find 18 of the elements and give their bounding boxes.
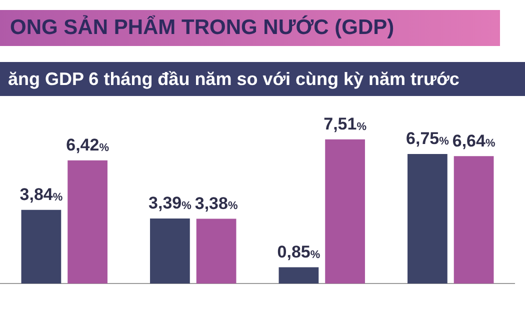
chart-subtitle: ăng GDP 6 tháng đầu năm so với cùng kỳ năm trước	[0, 62, 525, 96]
data-label: 3,39%	[148, 194, 192, 213]
bar	[325, 139, 365, 284]
data-label: 6,64%	[452, 131, 496, 150]
data-label: 3,84%	[20, 185, 63, 204]
data-label: 7,51%	[324, 114, 367, 134]
bar	[278, 267, 319, 284]
bar	[150, 218, 190, 284]
data-label: 6,42%	[66, 136, 110, 155]
bar	[454, 156, 494, 284]
data-label: 0,85%	[277, 242, 320, 262]
data-label: 3,38%	[194, 194, 238, 213]
bar	[408, 154, 448, 284]
data-label: 6,75%	[406, 129, 450, 148]
bar	[21, 210, 62, 284]
bar	[196, 218, 236, 284]
chart-title: ONG SẢN PHẨM TRONG NƯỚC (GDP)	[0, 10, 500, 46]
bar	[68, 160, 108, 284]
